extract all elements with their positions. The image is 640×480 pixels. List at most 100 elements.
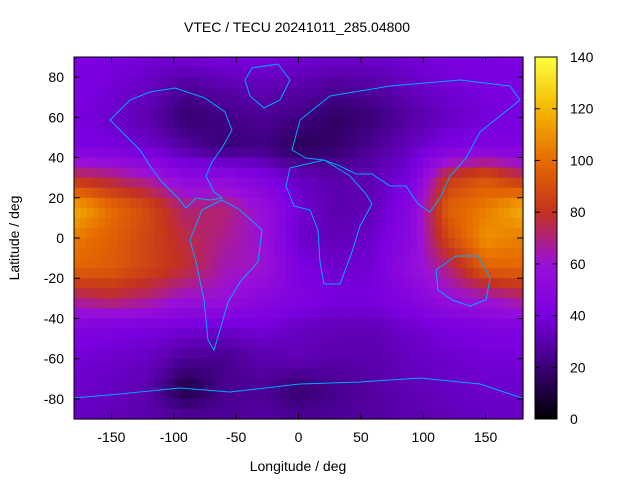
heatmap-cell — [466, 207, 474, 219]
heatmap-cell — [117, 127, 125, 139]
heatmap-cell — [192, 67, 200, 78]
heatmap-cell — [435, 288, 443, 299]
heatmap-cell — [92, 107, 100, 118]
heatmap-cell — [398, 298, 406, 309]
heatmap-cell — [491, 348, 499, 360]
heatmap-cell — [173, 67, 181, 78]
heatmap-cell — [473, 117, 480, 128]
heatmap-cell — [123, 147, 131, 159]
heatmap-cell — [317, 57, 325, 68]
heatmap-cell — [236, 157, 243, 169]
heatmap-cell — [479, 67, 487, 78]
heatmap-cell — [479, 358, 487, 370]
heatmap-cell — [298, 388, 306, 400]
heatmap-cell — [204, 328, 212, 340]
heatmap-cell — [410, 117, 418, 128]
heatmap-cell — [273, 268, 281, 279]
heatmap-cell — [236, 167, 243, 179]
heatmap-cell — [485, 258, 493, 269]
heatmap-cell — [186, 117, 194, 128]
heatmap-cell — [248, 197, 256, 209]
heatmap-cell — [379, 77, 387, 88]
heatmap-cell — [92, 358, 100, 370]
heatmap-cell — [117, 107, 125, 118]
heatmap-cell — [223, 87, 231, 98]
heatmap-cell — [273, 67, 281, 78]
heatmap-cell — [98, 77, 106, 88]
heatmap-cell — [304, 338, 312, 350]
heatmap-cell — [117, 288, 125, 299]
heatmap-cell — [286, 97, 293, 108]
heatmap-cell — [317, 378, 325, 390]
heatmap-cell — [148, 408, 156, 420]
heatmap-cell — [242, 368, 250, 380]
heatmap-cell — [148, 298, 156, 309]
heatmap-cell — [217, 298, 225, 309]
heatmap-cell — [173, 57, 181, 68]
heatmap-cell — [416, 167, 424, 179]
heatmap-cell — [491, 378, 499, 390]
heatmap-cell — [360, 77, 368, 88]
heatmap-cell — [454, 338, 462, 350]
heatmap-cell — [385, 298, 393, 309]
heatmap-cell — [223, 217, 231, 229]
heatmap-cell — [86, 408, 94, 420]
heatmap-cell — [261, 67, 268, 78]
heatmap-cell — [329, 227, 337, 239]
heatmap-cell — [167, 358, 175, 370]
heatmap-cell — [429, 87, 437, 98]
heatmap-cell — [279, 358, 287, 370]
heatmap-cell — [292, 227, 300, 239]
heatmap-cell — [460, 278, 468, 289]
heatmap-cell — [186, 127, 194, 139]
heatmap-cell — [217, 67, 225, 78]
heatmap-cell — [204, 368, 212, 380]
heatmap-cell — [441, 137, 449, 149]
heatmap-cell — [392, 258, 399, 269]
heatmap-cell — [460, 248, 468, 259]
heatmap-cell — [123, 117, 131, 128]
heatmap-cell — [117, 348, 125, 360]
heatmap-cell — [335, 67, 343, 78]
heatmap-cell — [504, 318, 512, 330]
heatmap-cell — [161, 338, 169, 350]
heatmap-cell — [404, 107, 412, 118]
heatmap-cell — [435, 157, 443, 169]
x-tick-label: -150 — [97, 429, 125, 445]
heatmap-cell — [398, 107, 406, 118]
x-tick-label: -50 — [226, 429, 246, 445]
heatmap-cell — [242, 187, 250, 199]
heatmap-cell — [123, 358, 131, 370]
heatmap-cell — [310, 87, 318, 98]
heatmap-cell — [491, 137, 499, 149]
heatmap-cell — [354, 117, 362, 128]
heatmap-cell — [74, 187, 81, 199]
heatmap-cell — [136, 67, 144, 78]
heatmap-cell — [236, 318, 243, 330]
heatmap-cell — [429, 408, 437, 420]
heatmap-cell — [123, 338, 131, 350]
heatmap-cell — [504, 57, 512, 68]
heatmap-cell — [504, 77, 512, 88]
heatmap-cell — [148, 67, 156, 78]
heatmap-cell — [323, 408, 331, 420]
heatmap-cell — [379, 187, 387, 199]
heatmap-cell — [117, 117, 125, 128]
heatmap-cell — [429, 378, 437, 390]
heatmap-cell — [373, 217, 381, 229]
heatmap-cell — [354, 408, 362, 420]
heatmap-cell — [286, 117, 293, 128]
heatmap-cell — [485, 157, 493, 169]
heatmap-cell — [217, 238, 225, 249]
heatmap-cell — [117, 338, 125, 350]
heatmap-cell — [123, 167, 131, 179]
heatmap-cell — [466, 238, 474, 249]
heatmap-cell — [473, 57, 480, 68]
heatmap-cell — [86, 308, 94, 320]
heatmap-cell — [410, 77, 418, 88]
heatmap-cell — [310, 328, 318, 340]
heatmap-cell — [385, 117, 393, 128]
heatmap-cell — [254, 87, 262, 98]
heatmap-cell — [267, 197, 275, 209]
heatmap-cell — [392, 318, 399, 330]
